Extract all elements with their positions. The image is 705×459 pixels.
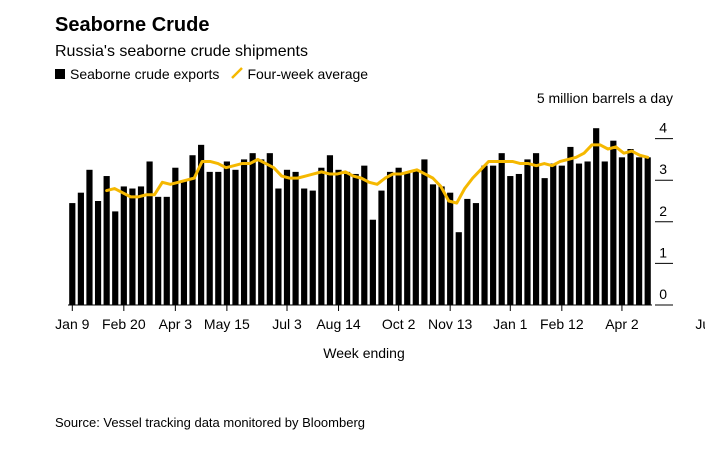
x-tick-label: Apr 2 [605, 316, 639, 332]
bar [163, 196, 170, 305]
bar [593, 128, 600, 305]
x-tick-label: Aug 14 [316, 316, 361, 332]
bar [94, 201, 102, 305]
bar [352, 173, 359, 305]
bar [86, 169, 93, 305]
bar [636, 157, 643, 305]
bar [180, 180, 188, 305]
bar [618, 157, 626, 305]
legend-swatch-line [231, 66, 244, 82]
bar [198, 144, 205, 305]
bar [490, 165, 497, 305]
bar [120, 186, 127, 305]
legend-label-line: Four-week average [247, 66, 369, 82]
x-tick-label: Jan 9 [55, 316, 89, 332]
source-note: Source: Vessel tracking data monitored b… [55, 415, 366, 430]
bar [541, 178, 548, 305]
bar [292, 171, 299, 305]
bar [215, 171, 222, 305]
chart-title: Seaborne Crude [55, 14, 210, 36]
bar [412, 169, 419, 305]
bar [129, 188, 136, 305]
bar [344, 171, 351, 305]
y-tick-label: 1 [659, 244, 667, 260]
bar [644, 157, 651, 305]
bar [103, 176, 110, 305]
bar [515, 173, 522, 305]
bar [481, 165, 488, 305]
x-tick-label: Apr 3 [159, 316, 193, 332]
bar [386, 171, 394, 305]
bar [189, 155, 196, 305]
bar [464, 198, 471, 305]
bar [155, 196, 162, 305]
chart-legend: Seaborne crude exports Four-week average [55, 66, 368, 82]
bar [112, 211, 119, 305]
bar [524, 159, 531, 305]
bar [172, 167, 179, 305]
bar [395, 167, 402, 305]
bar [472, 203, 480, 305]
bar [361, 165, 368, 305]
chart-subtitle: Russia's seaborne crude shipments [55, 43, 308, 60]
bar [223, 161, 230, 305]
x-axis-label: Week ending [323, 345, 404, 361]
y-tick-label: 3 [659, 161, 667, 177]
bar [507, 176, 514, 305]
bar [550, 163, 557, 305]
x-tick-label: Jul 3 [272, 316, 302, 332]
legend-label-bars: Seaborne crude exports [70, 66, 220, 82]
bar [301, 188, 308, 305]
bar [266, 153, 273, 305]
x-tick-label: May 15 [204, 316, 250, 332]
bar [318, 167, 325, 305]
x-tick-label: Jan 1 [493, 316, 527, 332]
bar [258, 159, 265, 305]
bar [240, 159, 248, 305]
bar [326, 155, 334, 305]
bar [532, 153, 540, 305]
bar [137, 186, 145, 305]
bar [421, 159, 428, 305]
bar [404, 171, 411, 305]
x-tick-label: Oct 2 [382, 316, 416, 332]
bar [627, 149, 634, 305]
bar [69, 203, 76, 305]
bar [447, 192, 454, 305]
bar [455, 232, 462, 305]
bar [438, 186, 445, 305]
x-tick-label: Nov 13 [428, 316, 473, 332]
bar [575, 163, 583, 305]
bar [77, 192, 84, 305]
bar [146, 161, 153, 305]
bar [232, 169, 239, 305]
bar [335, 169, 342, 305]
x-tick-label: Jun 18 [695, 316, 705, 332]
x-tick-label: Feb 12 [540, 316, 584, 332]
bar [206, 171, 213, 305]
bar [610, 140, 617, 305]
bar [378, 190, 385, 305]
y-tick-label: 2 [659, 203, 667, 219]
bar [498, 153, 505, 305]
bar [567, 146, 574, 305]
x-tick-label: Feb 20 [102, 316, 146, 332]
bar [275, 188, 282, 305]
average-line [105, 143, 650, 205]
legend-swatch-bars [55, 69, 65, 79]
bar [309, 190, 316, 305]
bar [249, 153, 256, 305]
y-tick-label: 4 [659, 120, 667, 136]
bar [584, 161, 591, 305]
bar [283, 169, 291, 305]
bar [558, 165, 565, 305]
y-tick-label: 0 [659, 286, 667, 302]
bar [369, 219, 376, 305]
y-axis-label: 5 million barrels a day [537, 90, 673, 106]
bar [601, 161, 608, 305]
bar [429, 184, 437, 305]
